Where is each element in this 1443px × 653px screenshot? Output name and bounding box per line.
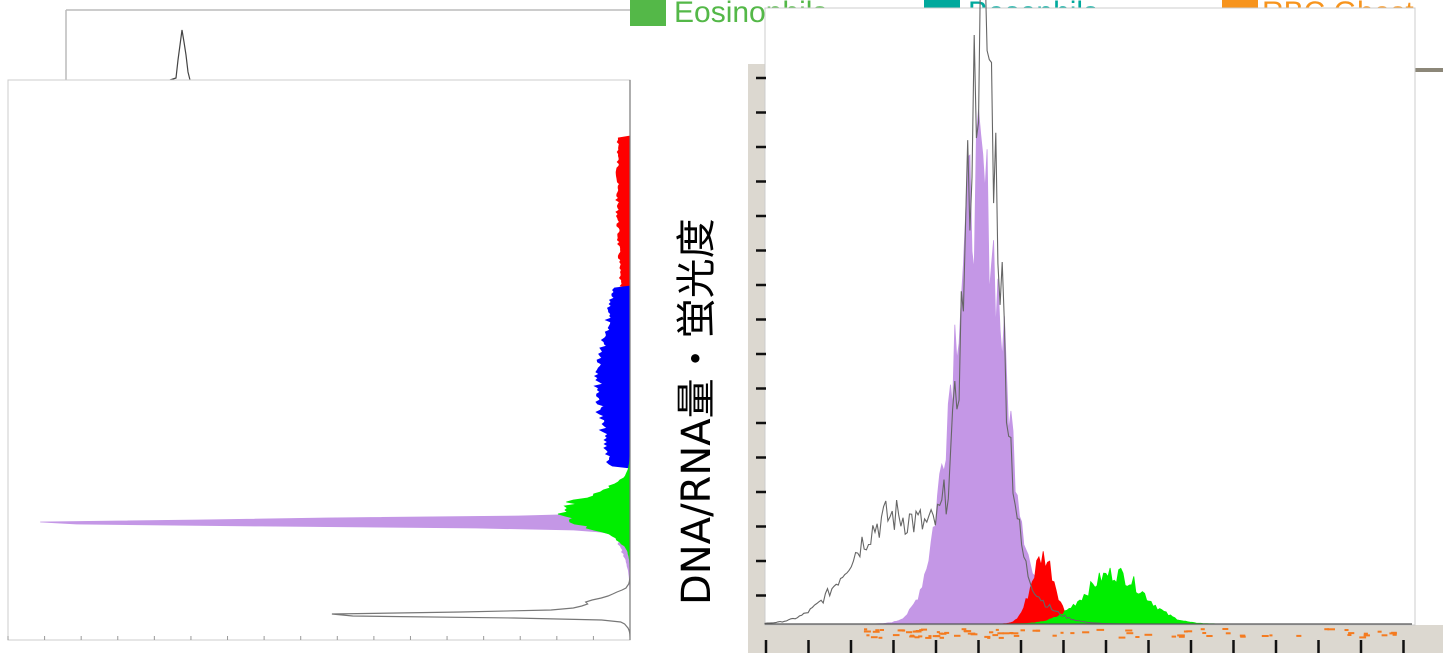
rbc-ghost-point [1377, 630, 1382, 633]
rbc-ghost-point [918, 635, 923, 638]
rbc-ghost-point [970, 633, 978, 636]
rbc-ghost-point [1200, 628, 1205, 631]
rbc-ghost-point [936, 631, 940, 634]
rbc-ghost-point [1347, 634, 1352, 636]
rbc-ghost-point [1202, 632, 1207, 634]
right-axis-band [748, 64, 766, 653]
rbc-ghost-point [1381, 634, 1388, 637]
rbc-ghost-point [1296, 634, 1302, 637]
rbc-ghost-point [1035, 629, 1041, 632]
top-left-spike [169, 29, 191, 81]
rbc-ghost-point [1389, 632, 1397, 635]
rbc-ghost-point [1363, 632, 1368, 635]
right-x-ticks [764, 640, 1405, 653]
rbc-ghost-point [864, 628, 868, 631]
rbc-ghost-point [964, 630, 968, 633]
rbc-ghost-point [1171, 635, 1177, 638]
rbc-ghost-point [872, 630, 880, 633]
rbc-ghost-point [901, 629, 906, 632]
rbc-ghost-point [1324, 628, 1329, 631]
rbc-ghost-point [1070, 632, 1075, 635]
rbc-ghost-point [892, 634, 900, 637]
rbc-ghost-point [1013, 634, 1020, 637]
rbc-ghost-point [1327, 628, 1335, 631]
rbc-ghost-point [866, 634, 870, 637]
left-plot-frame [7, 79, 631, 641]
rbc-ghost-scatter [863, 628, 1397, 639]
rbc-ghost-point [1359, 636, 1367, 639]
rbc-ghost-point [875, 629, 880, 632]
rbc-ghost-point [944, 631, 950, 634]
legend-swatch-eosinophils [630, 0, 666, 26]
rbc-ghost-point [1002, 632, 1010, 635]
rbc-ghost-point [932, 635, 941, 638]
rbc-ghost-point [954, 634, 961, 637]
rbc-ghost-point [1363, 634, 1370, 637]
rbc-ghost-point [897, 629, 904, 632]
left-series-outline [331, 80, 631, 640]
rbc-ghost-point [1144, 633, 1153, 636]
rbc-ghost-point [925, 636, 932, 639]
rbc-ghost-point [863, 630, 871, 633]
rbc-ghost-point [1020, 629, 1025, 632]
rbc-ghost-point [1239, 634, 1246, 637]
rbc-ghost-point [1186, 630, 1193, 633]
rbc-ghost-point [997, 632, 1004, 635]
rbc-ghost-point [870, 636, 878, 639]
right-plot-frame [764, 7, 1416, 626]
rbc-ghost-point [998, 636, 1004, 639]
rbc-ghost-point [1178, 635, 1185, 638]
rbc-ghost-point [1125, 629, 1133, 632]
rbc-ghost-point [995, 628, 999, 631]
y-axis-label: DNA/RNA量・蛍光度 [674, 218, 720, 605]
rbc-ghost-point [1082, 631, 1090, 634]
rbc-ghost-point [1096, 628, 1105, 631]
left-series-group [40, 80, 631, 640]
rbc-ghost-point [1261, 635, 1269, 637]
rbc-ghost-point [1206, 635, 1213, 637]
rbc-ghost-point [961, 628, 967, 631]
rbc-ghost-point [1060, 631, 1064, 634]
rbc-ghost-point [910, 634, 915, 637]
rbc-ghost-point [1177, 634, 1185, 637]
rbc-ghost-point [915, 630, 921, 632]
rbc-ghost-point [939, 636, 945, 639]
left-histogram [7, 79, 631, 641]
rbc-ghost-point [1010, 632, 1019, 635]
rbc-ghost-point [987, 636, 991, 639]
rbc-ghost-point [1240, 635, 1246, 638]
rbc-ghost-point [1183, 630, 1188, 633]
rbc-ghost-point [1225, 632, 1231, 635]
rbc-ghost-point [879, 629, 885, 631]
rbc-ghost-point [1135, 636, 1140, 638]
rbc-ghost-point [1222, 628, 1229, 630]
rbc-ghost-point [1118, 636, 1126, 639]
rbc-ghost-point [878, 636, 883, 639]
rbc-ghost-point [1126, 632, 1134, 635]
rbc-ghost-point [914, 636, 920, 639]
rbc-ghost-point [938, 632, 944, 635]
rbc-ghost-point [1052, 634, 1057, 637]
rbc-ghost-point [1344, 629, 1349, 631]
rbc-ghost-point [992, 634, 999, 637]
rbc-ghost-point [1392, 633, 1397, 636]
rbc-ghost-point [1348, 632, 1355, 635]
rbc-ghost-point [1269, 634, 1273, 637]
rbc-ghost-point [928, 635, 932, 638]
rbc-ghost-point [940, 632, 947, 635]
rbc-ghost-point [906, 631, 913, 634]
right-histogram [748, 0, 1443, 653]
rbc-ghost-point [921, 628, 928, 631]
right-y-ticks [756, 76, 766, 597]
rbc-ghost-point [989, 631, 994, 634]
top-left-panel [65, 9, 640, 81]
